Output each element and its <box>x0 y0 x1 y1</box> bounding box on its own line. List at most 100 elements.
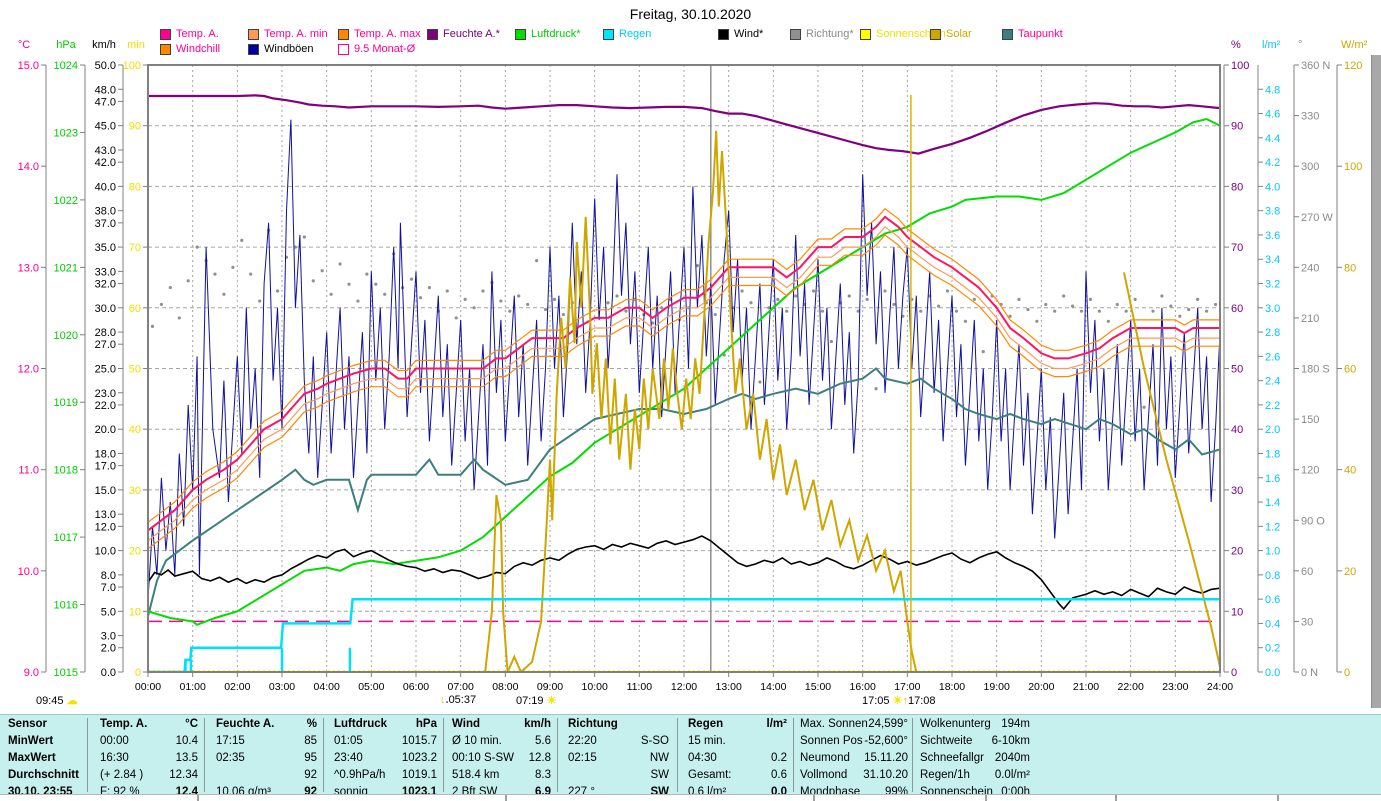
richtung-dot <box>543 307 548 312</box>
tick-label-kmh: 35.0 <box>95 242 116 254</box>
tick-label-lm2: 4.6 <box>1265 109 1280 121</box>
cell-value: SW <box>650 769 669 781</box>
series-layer <box>148 94 1220 672</box>
richtung-dot <box>481 289 485 293</box>
table-separator <box>557 718 558 792</box>
tick-label-min: 40 <box>129 424 141 436</box>
richtung-dot <box>865 297 869 301</box>
richtung-dot <box>329 292 333 296</box>
page-title: Freitag, 30.10.2020 <box>629 6 752 22</box>
tick-label-deg: 300 <box>1301 161 1319 173</box>
tick-label-deg: 30 <box>1301 616 1313 628</box>
cell-label: 518.4 km <box>452 769 500 781</box>
tick-label-wm2: 80 <box>1344 262 1356 274</box>
x-tick-label: 19:00 <box>984 681 1010 693</box>
col-unit: km/h <box>524 718 551 730</box>
legend-label: Luftdruck* <box>531 28 581 40</box>
tick-label-deg: 0 N <box>1301 667 1318 679</box>
x-tick-label: 13:00 <box>716 681 742 693</box>
richtung-dot <box>606 301 610 305</box>
richtung-dot <box>963 319 968 323</box>
tick-label-lm2: 0.4 <box>1265 618 1280 630</box>
richtung-dot <box>615 294 619 298</box>
richtung-dot <box>785 309 789 313</box>
richtung-dot <box>883 289 887 293</box>
tick-label-kmh: 27.0 <box>95 339 116 351</box>
tick-label-min: 80 <box>129 181 141 193</box>
tick-label-min: 70 <box>129 242 141 254</box>
moonset-time: ↓.05:37 <box>440 694 477 706</box>
tick-label-hpa: 1017 <box>54 532 78 544</box>
cell-value: 5.6 <box>535 735 551 747</box>
col-header: Wind <box>452 718 480 730</box>
richtung-dot <box>177 316 181 320</box>
tick-label-lm2: 3.4 <box>1265 254 1280 266</box>
tick-label-temp: 15.0 <box>18 60 39 72</box>
col-header: Temp. A. <box>100 718 148 730</box>
richtung-dot <box>365 272 369 276</box>
series-temp_min <box>148 226 1220 541</box>
row-label: Sensor <box>8 718 47 730</box>
richtung-dot <box>1026 307 1030 312</box>
tick-label-kmh: 42.0 <box>95 157 116 169</box>
richtung-dot <box>1151 309 1155 313</box>
tick-label-kmh: 25.0 <box>95 364 116 376</box>
richtung-dot <box>552 297 557 301</box>
legend-label: Feuchte A.* <box>443 28 500 40</box>
tick-label-hpa: 1022 <box>54 195 78 207</box>
series-windchill <box>148 234 1220 550</box>
x-tick-label: 22:00 <box>1118 681 1144 693</box>
col-unit: l/m² <box>766 718 787 730</box>
axis-unit-temp: °C <box>18 39 30 51</box>
tick-label-kmh: 5.0 <box>101 606 116 618</box>
legend-item-temp-a-: Temp. A. <box>160 28 219 40</box>
cell-label: Gesamt: <box>688 769 732 781</box>
tick-label-hpa: 1015 <box>54 667 78 679</box>
richtung-dot <box>820 309 825 313</box>
legend-swatch <box>160 28 171 40</box>
statusbar-separator <box>985 795 987 801</box>
cell-label: 04:30 <box>688 752 717 764</box>
richtung-dot <box>159 302 163 307</box>
legend-swatch <box>860 28 871 40</box>
cell-value: 12.8 <box>528 752 551 764</box>
tick-label-lm2: 0.8 <box>1265 570 1280 582</box>
cell-label: 02:15 <box>568 752 597 764</box>
richtung-dot <box>847 294 851 298</box>
tick-label-kmh: 2.0 <box>101 643 116 655</box>
tick-label-pct: 40 <box>1231 424 1243 436</box>
x-tick-label: 06:00 <box>403 681 429 693</box>
tick-label-wm2: 60 <box>1344 364 1356 376</box>
tick-label-lm2: 1.6 <box>1265 473 1280 485</box>
legend-item-solar: Solar <box>930 28 972 40</box>
tick-label-kmh: 10.0 <box>95 546 116 558</box>
table-separator <box>677 718 678 792</box>
x-tick-label: 02:00 <box>224 681 250 693</box>
x-tick-label: 20:00 <box>1028 681 1054 693</box>
x-tick-label: 04:00 <box>314 681 340 693</box>
cell-value: 0.2 <box>771 752 787 764</box>
tick-label-lm2: 3.6 <box>1265 230 1280 242</box>
richtung-dot <box>222 292 226 296</box>
tick-label-hpa: 1021 <box>54 262 78 274</box>
richtung-dot <box>1196 297 1200 301</box>
legend-label: 9.5 Monat-Ø <box>354 43 416 55</box>
tick-label-lm2: 2.0 <box>1265 424 1280 436</box>
legend-item-richtung-: Richtung* <box>790 28 854 40</box>
richtung-dot <box>954 309 959 313</box>
tick-label-temp: 14.0 <box>18 161 39 173</box>
tick-label-lm2: 4.8 <box>1265 84 1280 96</box>
weather-chart-canvas: 15.014.013.012.011.010.09.01024102310221… <box>18 39 1368 693</box>
tick-label-kmh: 23.0 <box>95 388 116 400</box>
tick-label-lm2: 1.4 <box>1265 497 1280 509</box>
statusbar-separator <box>197 795 199 801</box>
tick-label-temp: 11.0 <box>18 465 39 477</box>
tick-label-deg: 60 <box>1301 566 1313 578</box>
richtung-dot <box>463 297 467 301</box>
tick-label-lm2: 2.6 <box>1265 351 1280 363</box>
richtung-dot <box>1008 314 1012 318</box>
richtung-dot <box>320 269 324 273</box>
sunrise-time: 07:19 ☀ <box>516 695 557 707</box>
x-tick-label: 18:00 <box>939 681 965 693</box>
cell-label: 17:15 <box>216 735 245 747</box>
